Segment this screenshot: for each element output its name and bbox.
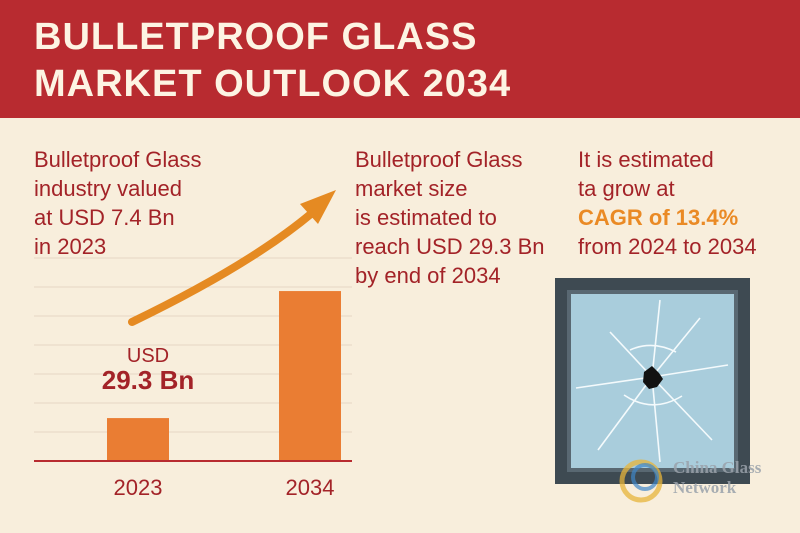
chart-data-labels: USD 29.3 Bn (102, 345, 195, 395)
title-line-2: MARKET OUTLOOK 2034 (34, 63, 512, 105)
market-size-text: Bulletproof Glass market size is estimat… (355, 145, 545, 290)
title-line-1: BULLETPROOF GLASS (34, 16, 478, 58)
industry-value-line: Bulletproof Glass (34, 147, 202, 172)
cagr-highlight: CAGR of 13.4% (578, 205, 739, 230)
market-size-line: reach USD 29.3 Bn (355, 234, 545, 259)
industry-value-line: at USD 7.4 Bn (34, 205, 175, 230)
watermark-line-2: Network (673, 478, 737, 497)
growth-arrow-icon (128, 190, 336, 326)
industry-value-line: in 2023 (34, 234, 107, 259)
x-tick-label: 2023 (114, 475, 163, 500)
title-banner: BULLETPROOF GLASS MARKET OUTLOOK 2034 (0, 0, 800, 118)
data-label-currency: USD (127, 345, 169, 367)
cagr-line: from 2024 to 2034 (578, 234, 757, 259)
logo-mark-icon (619, 459, 663, 503)
industry-value-line: industry valued (34, 176, 182, 201)
china-glass-network-logo: China Glass Network (615, 457, 765, 503)
bar-2034 (279, 291, 341, 461)
market-size-line: by end of 2034 (355, 263, 501, 288)
market-size-line: Bulletproof Glass (355, 147, 523, 172)
chart-bars (107, 291, 341, 461)
industry-value-text: Bulletproof Glass industry valued at USD… (34, 145, 202, 261)
cracked-glass-window-icon (555, 278, 750, 484)
market-size-line: market size (355, 176, 468, 201)
cagr-text: It is estimated ta grow at CAGR of 13.4%… (578, 145, 757, 261)
market-size-line: is estimated to (355, 205, 497, 230)
cagr-line: ta grow at (578, 176, 675, 201)
watermark-line-1: China Glass (673, 458, 762, 477)
x-tick-labels: 2023 2034 (114, 475, 335, 500)
bar-2023 (107, 418, 169, 461)
x-tick-label: 2034 (286, 475, 335, 500)
cagr-line: It is estimated (578, 147, 714, 172)
data-label-value: 29.3 Bn (102, 365, 195, 395)
